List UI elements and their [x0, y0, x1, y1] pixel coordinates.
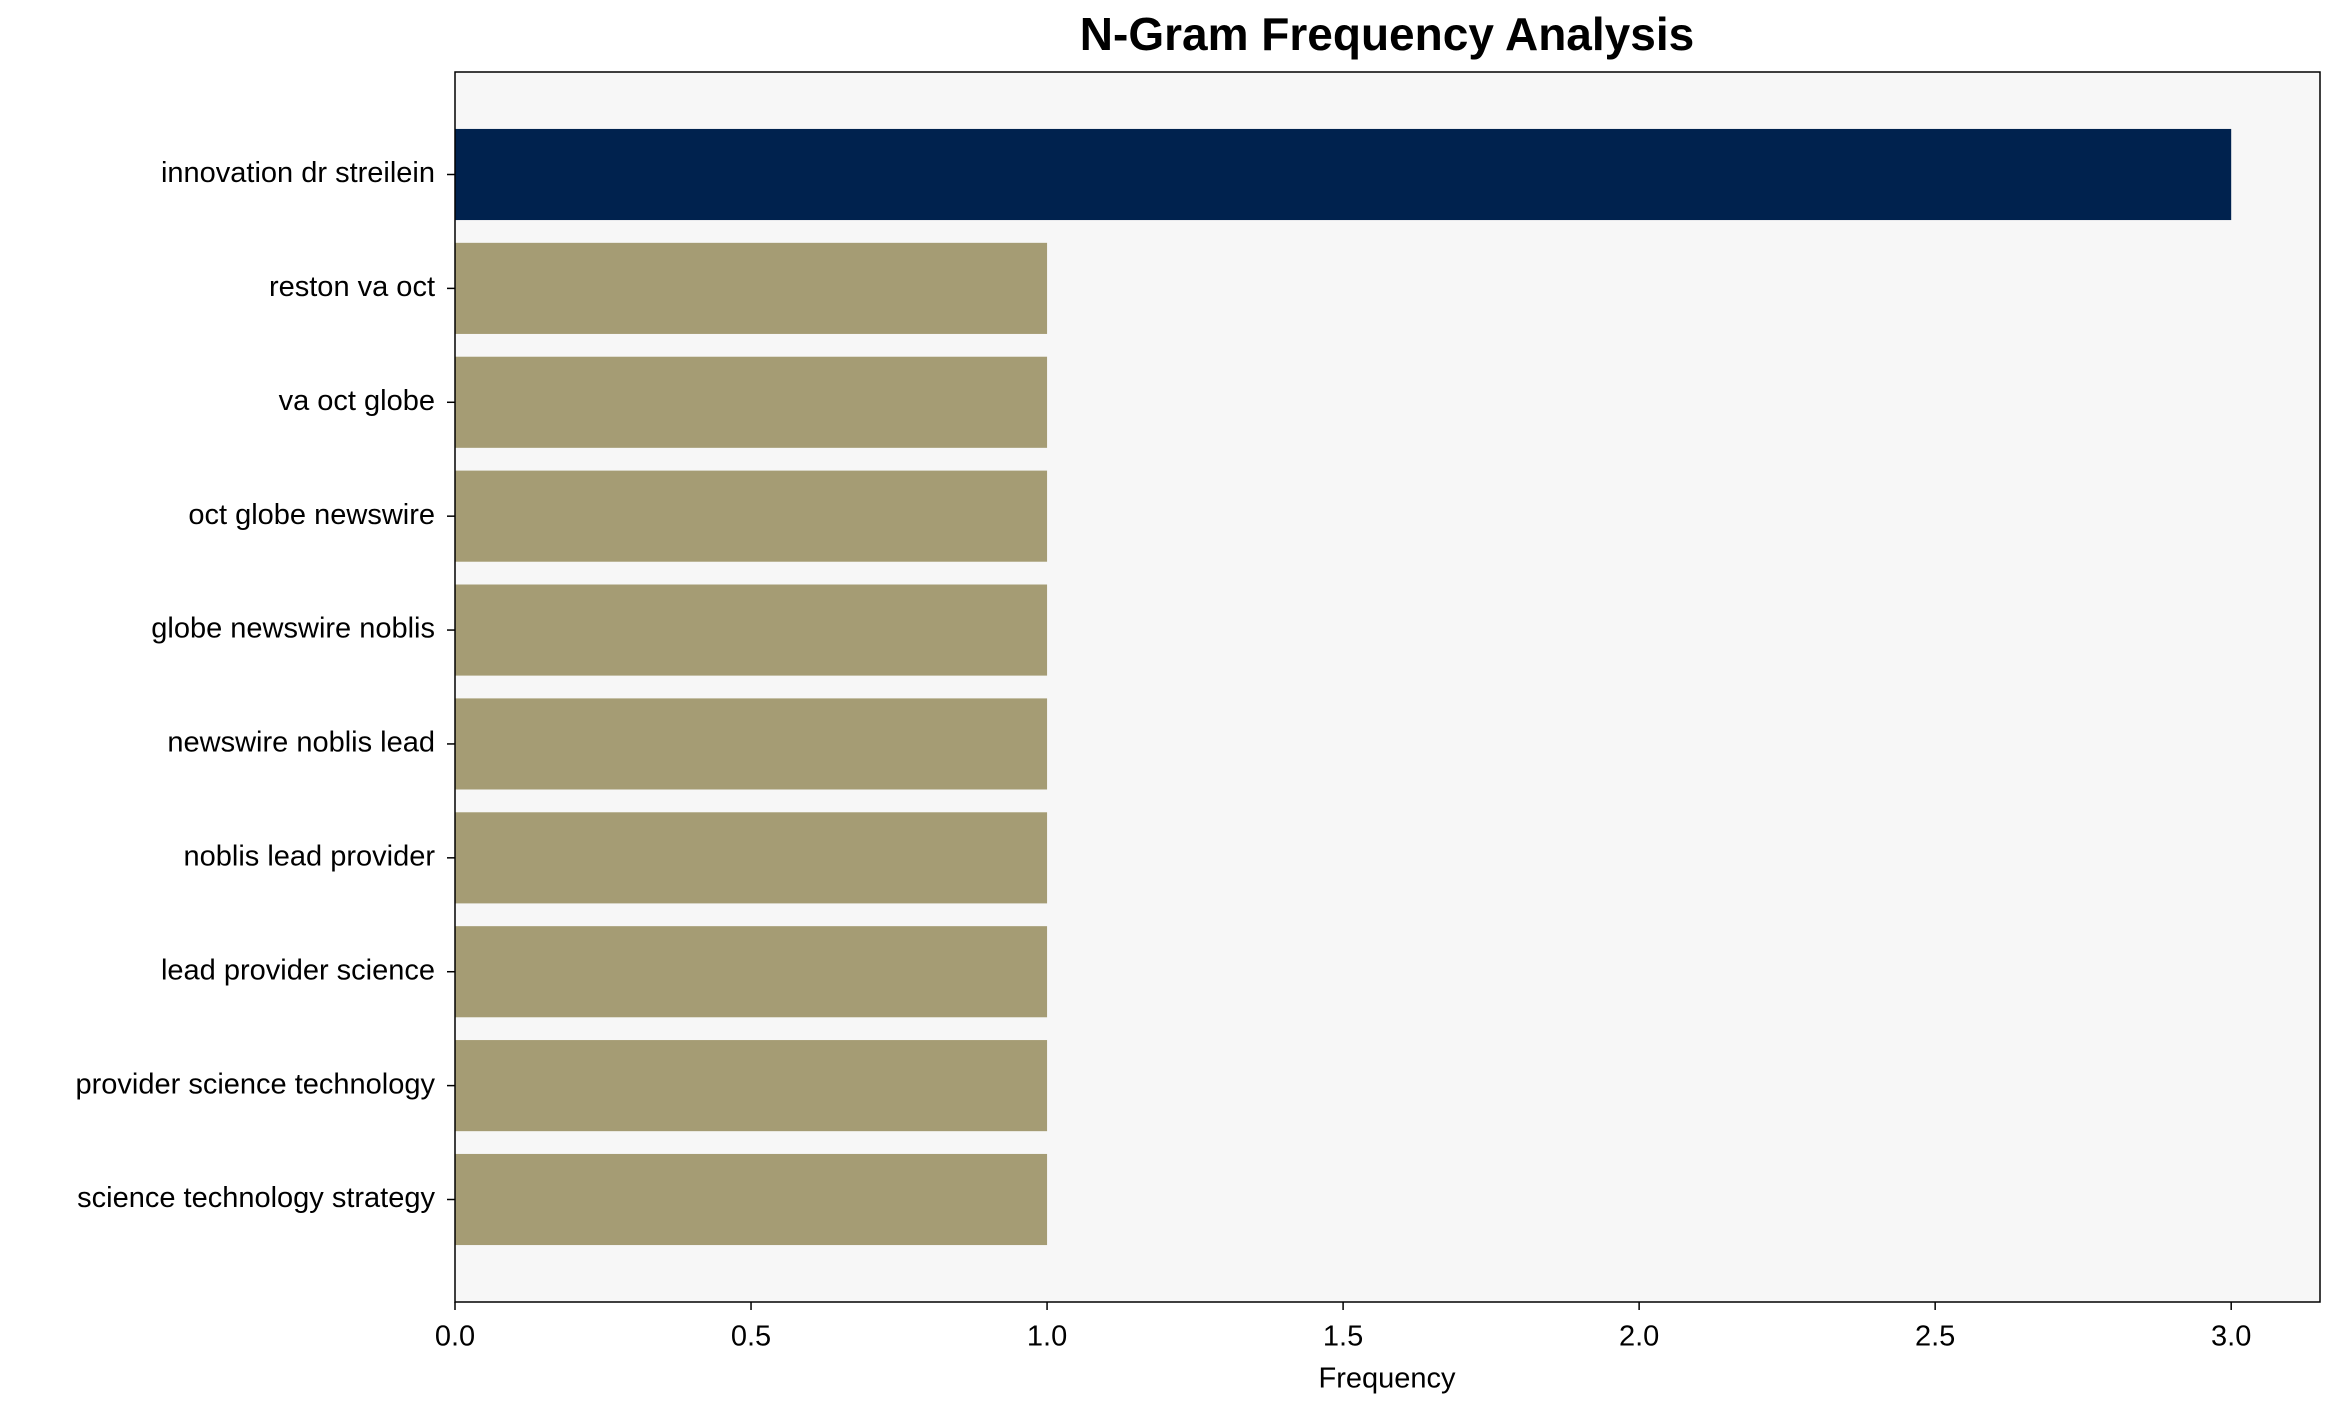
- x-tick-label: 0.0: [435, 1321, 475, 1353]
- y-tick-label: globe newswire noblis: [151, 613, 435, 645]
- bar: [455, 242, 1048, 334]
- y-tick-label: oct globe newswire: [188, 499, 435, 531]
- y-tick-label: noblis lead provider: [184, 840, 436, 872]
- bar: [455, 1040, 1048, 1132]
- bar: [455, 926, 1048, 1018]
- bar: [455, 584, 1048, 676]
- bar: [455, 128, 2232, 221]
- x-tick-label: 2.0: [1619, 1321, 1659, 1353]
- bar: [455, 698, 1048, 790]
- y-tick-label: va oct globe: [279, 385, 435, 417]
- y-tick-label: lead provider science: [161, 954, 435, 986]
- plot-frame: [454, 71, 2321, 1303]
- bar: [455, 470, 1048, 562]
- y-tick-label: provider science technology: [76, 1068, 436, 1100]
- bar: [455, 356, 1048, 448]
- bar: [455, 812, 1048, 904]
- chart-title: N-Gram Frequency Analysis: [1080, 8, 1694, 60]
- x-tick-label: 3.0: [2211, 1321, 2251, 1353]
- x-tick-label: 1.5: [1323, 1321, 1363, 1353]
- y-tick-label: newswire noblis lead: [167, 727, 435, 759]
- bar: [455, 1153, 1048, 1246]
- y-tick-label: reston va oct: [269, 271, 435, 303]
- x-tick-label: 2.5: [1915, 1321, 1955, 1353]
- x-tick-label: 0.5: [731, 1321, 771, 1353]
- y-tick-label: innovation dr streilein: [161, 157, 435, 189]
- x-tick-label: 1.0: [1027, 1321, 1067, 1353]
- y-tick-label: science technology strategy: [77, 1182, 435, 1214]
- x-axis-label: Frequency: [1318, 1363, 1456, 1395]
